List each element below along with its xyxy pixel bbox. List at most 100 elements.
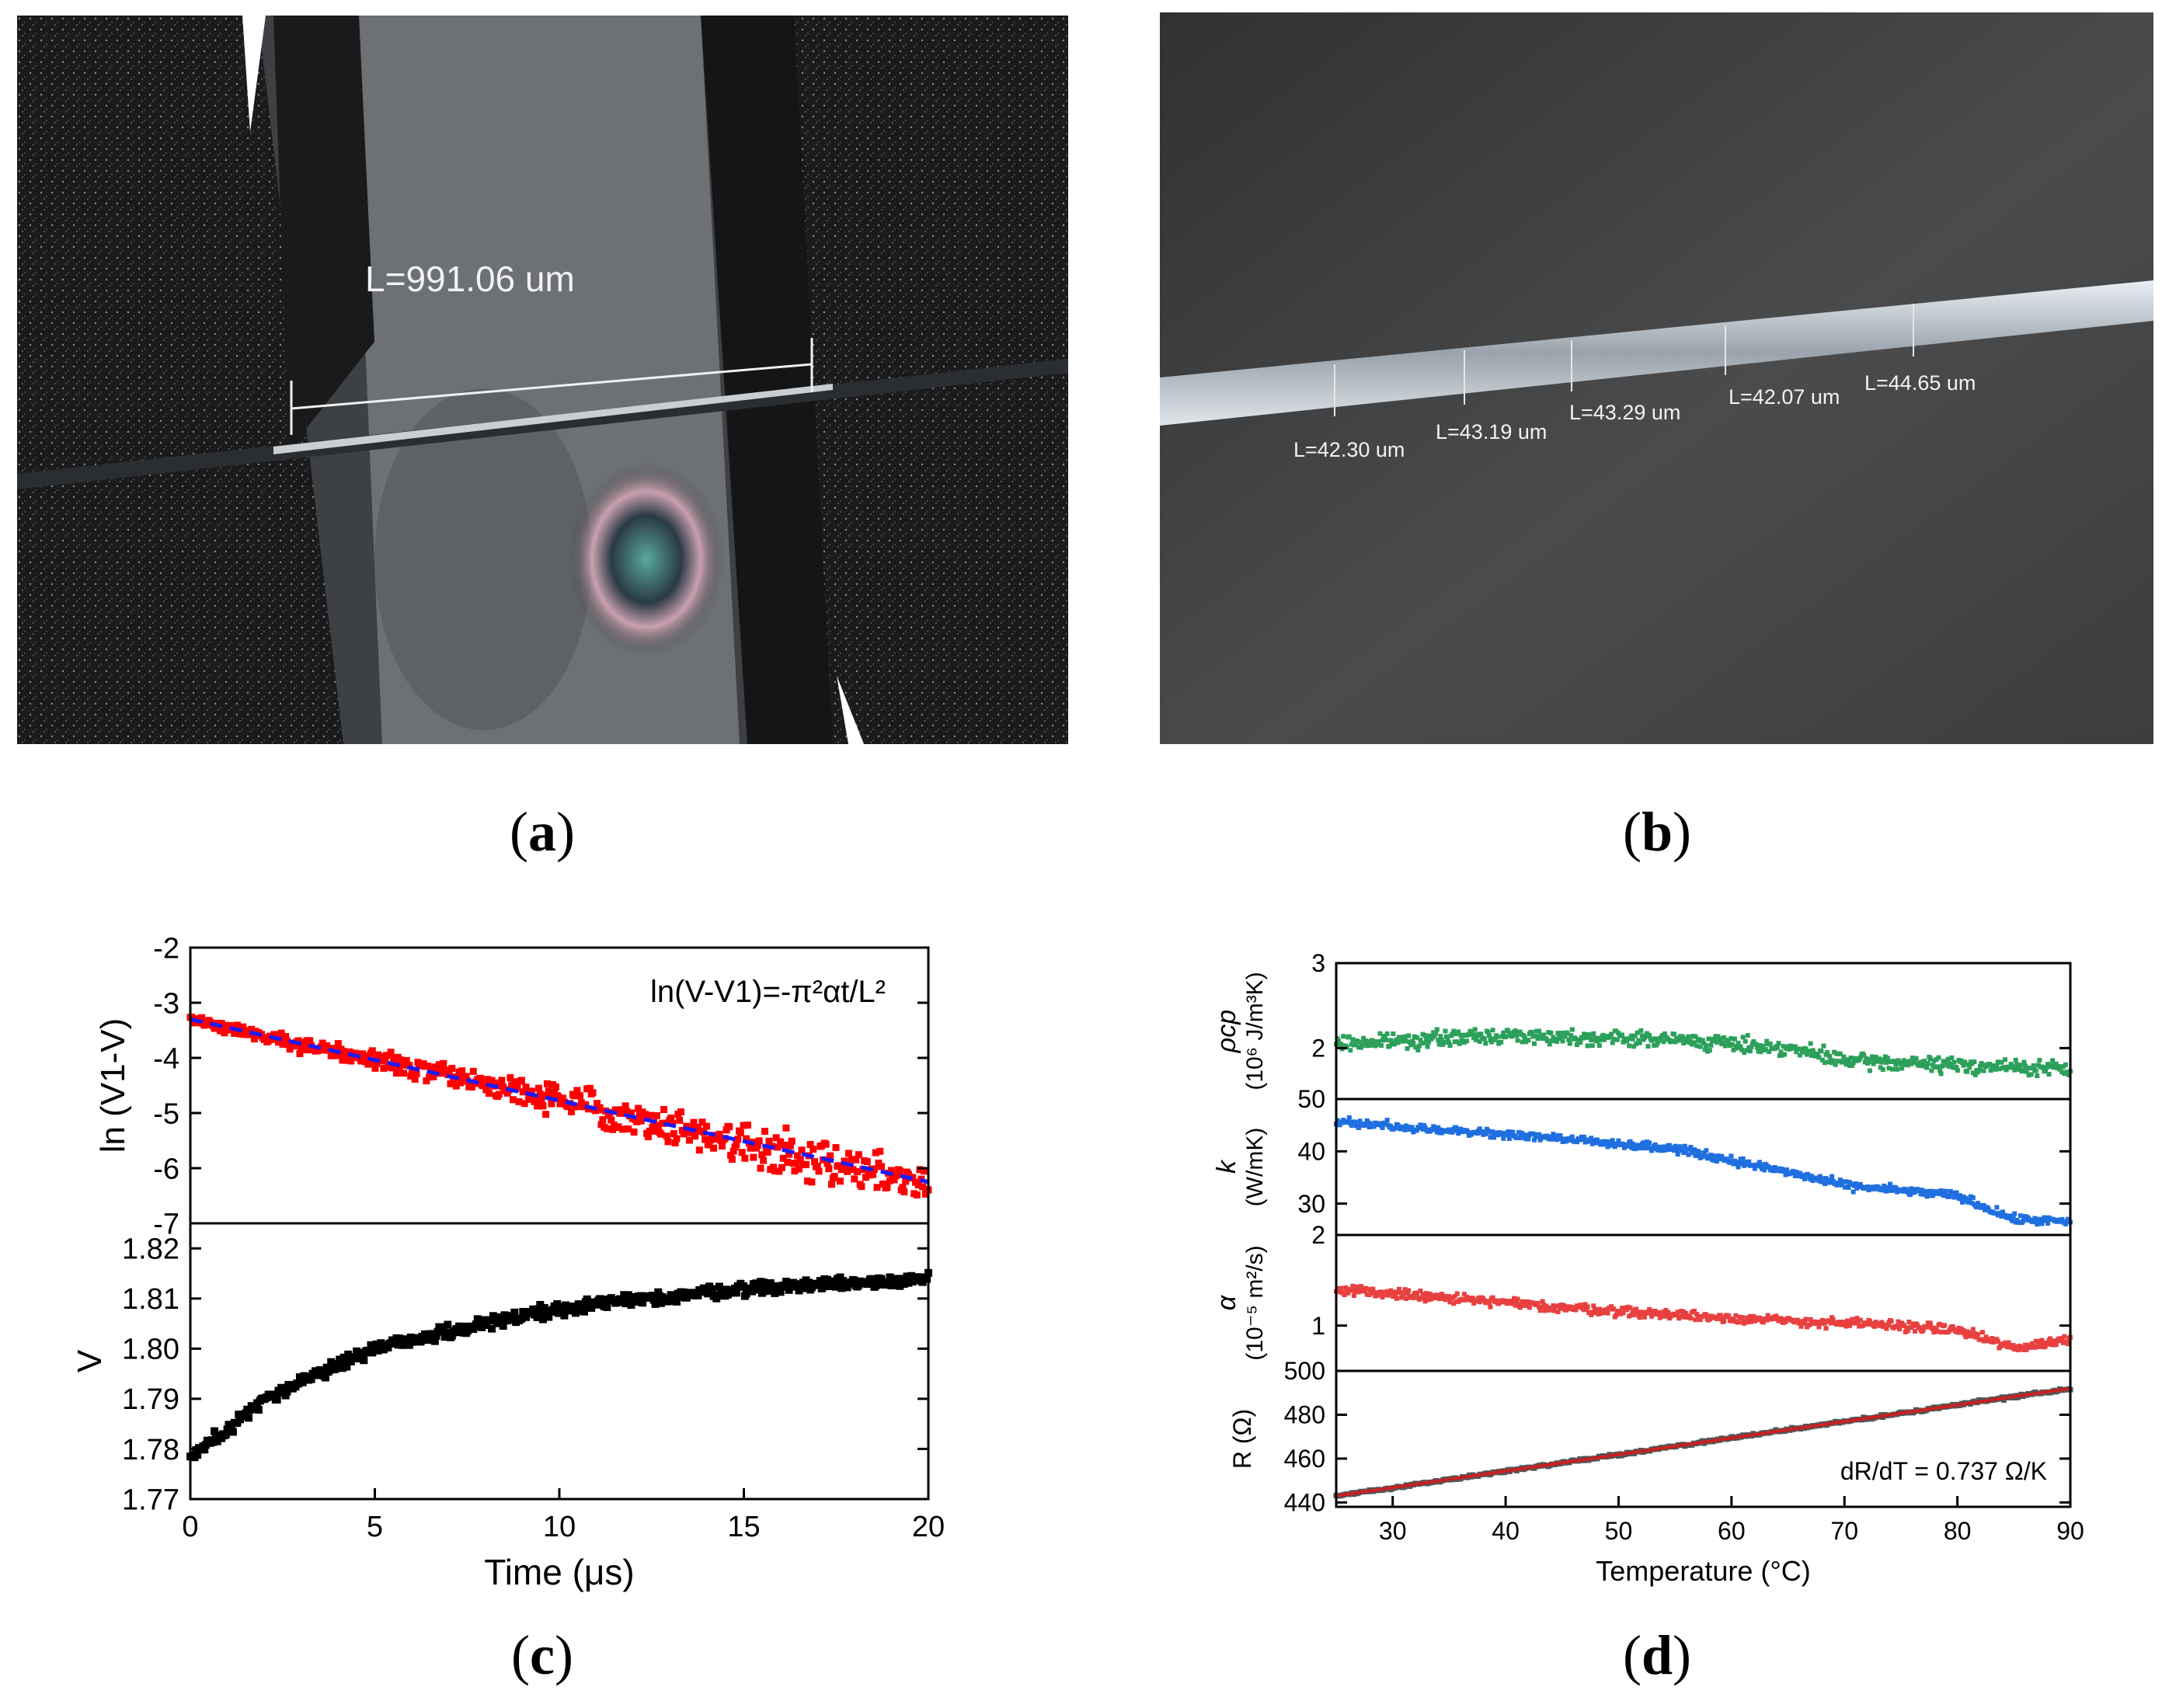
data-point [1356, 1125, 1362, 1130]
data-point [1974, 1334, 1979, 1340]
data-point [736, 1129, 744, 1136]
data-point [872, 1149, 879, 1157]
data-point [1616, 1138, 1621, 1143]
data-point [1702, 1047, 1708, 1052]
data-point [1356, 1289, 1362, 1295]
data-point [1688, 1038, 1694, 1044]
data-point [828, 1181, 836, 1188]
data-point [1342, 1292, 1347, 1298]
data-point [566, 1306, 574, 1315]
data-point [732, 1289, 740, 1297]
data-point [444, 1320, 452, 1329]
data-point [1732, 1036, 1737, 1042]
data-point [1947, 1194, 1952, 1199]
data-point [454, 1328, 462, 1337]
data-point [1910, 1056, 1915, 1061]
data-point [2010, 1345, 2015, 1351]
data-point [1936, 1055, 1941, 1060]
data-point [1562, 1034, 1568, 1039]
data-point [1619, 1032, 1624, 1038]
data-point [1968, 1194, 1973, 1199]
data-point [368, 1047, 376, 1055]
data-point [296, 1050, 304, 1058]
data-point [517, 1314, 526, 1323]
data-point [802, 1160, 810, 1168]
data-point [468, 1084, 475, 1091]
data-point [1726, 1313, 1732, 1319]
data-point [1738, 1157, 1743, 1162]
data-point [1436, 1038, 1441, 1043]
data-point [1416, 1043, 1422, 1049]
data-point [1503, 1034, 1509, 1039]
data-point [1589, 1136, 1594, 1141]
data-point [1819, 1049, 1824, 1054]
data-point [1388, 1038, 1394, 1043]
y-axis-label: R (Ω) [1228, 1409, 1256, 1469]
data-point [758, 1151, 766, 1159]
data-point [1950, 1324, 1955, 1330]
data-point [1573, 1036, 1579, 1042]
data-point [1395, 1040, 1401, 1045]
data-point [1994, 1063, 2000, 1069]
data-point [616, 1109, 624, 1117]
data-point [1819, 1057, 1825, 1063]
data-point [1447, 1043, 1453, 1049]
data-point [1427, 1291, 1433, 1296]
caption-a: (a) [510, 801, 575, 863]
data-point [1349, 1122, 1354, 1128]
data-point [1434, 1129, 1440, 1135]
data-point [1880, 1066, 1885, 1072]
data-point [527, 1087, 535, 1095]
data-point [1551, 1303, 1556, 1308]
data-point [863, 1158, 871, 1166]
data-point [637, 1117, 645, 1125]
data-point [198, 1014, 206, 1021]
data-point [835, 1162, 843, 1170]
data-point [2007, 1064, 2013, 1070]
data-point [1903, 1062, 1908, 1067]
data-point [1720, 1040, 1725, 1045]
data-point [1404, 1038, 1409, 1044]
data-point [1763, 1047, 1768, 1052]
data-point [1905, 1063, 1910, 1068]
data-point [1541, 1032, 1547, 1038]
data-point [1850, 1189, 1856, 1195]
data-point [1422, 1299, 1428, 1304]
data-point [1609, 1142, 1614, 1147]
data-point [1578, 1303, 1583, 1308]
data-point [1614, 1037, 1620, 1042]
data-point [609, 1125, 617, 1133]
data-point [1739, 1315, 1745, 1320]
plot-frame [189, 1222, 930, 1501]
data-point [1401, 1038, 1407, 1044]
data-point [1517, 1136, 1523, 1141]
data-point [1737, 1161, 1743, 1167]
y-tick-label: 50 [1297, 1085, 1325, 1113]
data-point [1377, 1031, 1383, 1036]
data-point [1495, 1132, 1500, 1138]
data-point [1431, 1124, 1436, 1129]
data-point [1420, 1292, 1426, 1297]
data-point [1764, 1038, 1770, 1044]
data-point [1949, 1055, 1955, 1060]
data-point [1828, 1057, 1833, 1063]
data-point [2028, 1344, 2033, 1350]
data-point [2001, 1343, 2007, 1348]
data-point [1589, 1043, 1595, 1049]
data-point [1765, 1313, 1770, 1318]
data-point [2021, 1347, 2027, 1352]
data-point [1749, 1317, 1755, 1322]
data-point [1474, 1131, 1480, 1136]
data-point [1603, 1310, 1608, 1316]
data-point [1797, 1320, 1802, 1325]
chart-c: -2 -3 -4 -5 -6 -7 ln(V-V1)=-π²αt/L² ln (V1-V) 1.… [71, 932, 945, 1592]
data-point [1780, 1052, 1785, 1058]
data-point [1554, 1304, 1559, 1310]
data-point [627, 1109, 635, 1117]
data-point [1638, 1028, 1644, 1033]
data-point [1594, 1306, 1600, 1312]
data-point [1756, 1163, 1761, 1168]
data-point [1729, 1035, 1734, 1041]
data-point [1628, 1139, 1633, 1144]
data-point [1542, 1308, 1548, 1313]
